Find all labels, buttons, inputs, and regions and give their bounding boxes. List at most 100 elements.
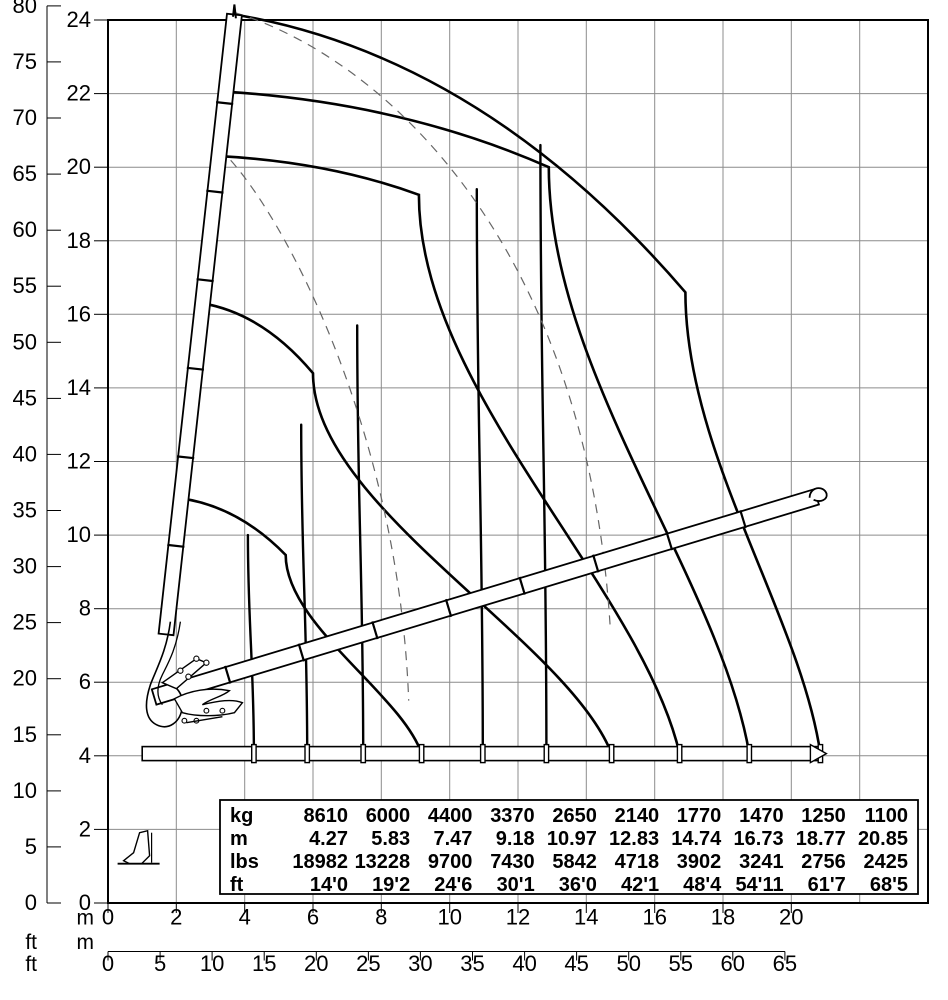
- svg-text:2140: 2140: [615, 805, 660, 827]
- svg-text:24: 24: [67, 7, 91, 32]
- svg-text:54'11: 54'11: [735, 874, 783, 896]
- svg-text:5842: 5842: [552, 851, 597, 873]
- svg-text:6: 6: [79, 669, 91, 694]
- svg-text:30'1: 30'1: [497, 874, 535, 896]
- svg-text:61'7: 61'7: [808, 874, 846, 896]
- svg-text:2425: 2425: [864, 851, 909, 873]
- svg-text:5: 5: [154, 951, 166, 976]
- svg-text:14'0: 14'0: [310, 874, 348, 896]
- svg-text:4.27: 4.27: [309, 828, 348, 850]
- svg-text:40: 40: [512, 951, 536, 976]
- svg-text:4: 4: [79, 743, 91, 768]
- svg-text:m: m: [230, 828, 248, 850]
- svg-text:20: 20: [779, 905, 803, 930]
- svg-text:12.83: 12.83: [609, 828, 659, 850]
- svg-text:1470: 1470: [739, 805, 784, 827]
- svg-text:15: 15: [252, 951, 276, 976]
- svg-text:2: 2: [170, 905, 182, 930]
- svg-text:20: 20: [67, 154, 91, 179]
- svg-text:50: 50: [616, 951, 640, 976]
- svg-text:3902: 3902: [677, 851, 722, 873]
- svg-text:10: 10: [200, 951, 224, 976]
- svg-text:5.83: 5.83: [371, 828, 410, 850]
- svg-text:1250: 1250: [801, 805, 846, 827]
- svg-text:6000: 6000: [366, 805, 411, 827]
- svg-text:4718: 4718: [615, 851, 660, 873]
- svg-text:7.47: 7.47: [433, 828, 472, 850]
- svg-text:16: 16: [642, 905, 666, 930]
- svg-text:7430: 7430: [490, 851, 535, 873]
- svg-text:3241: 3241: [739, 851, 784, 873]
- svg-text:ft: ft: [230, 874, 244, 896]
- svg-text:9700: 9700: [428, 851, 473, 873]
- svg-text:19'2: 19'2: [372, 874, 410, 896]
- svg-text:40: 40: [13, 441, 37, 466]
- svg-text:10: 10: [437, 905, 461, 930]
- svg-text:4400: 4400: [428, 805, 473, 827]
- svg-text:60: 60: [721, 951, 745, 976]
- svg-text:48'4: 48'4: [683, 874, 722, 896]
- svg-text:75: 75: [13, 49, 37, 74]
- svg-text:ft: ft: [25, 931, 37, 954]
- svg-text:45: 45: [564, 951, 588, 976]
- svg-text:42'1: 42'1: [621, 874, 659, 896]
- svg-text:80: 80: [13, 0, 37, 18]
- svg-text:18982: 18982: [292, 851, 348, 873]
- svg-text:kg: kg: [230, 805, 253, 827]
- svg-text:13228: 13228: [355, 851, 411, 873]
- svg-text:20: 20: [13, 666, 37, 691]
- svg-text:6: 6: [307, 905, 319, 930]
- svg-text:12: 12: [506, 905, 530, 930]
- svg-text:16.73: 16.73: [734, 828, 784, 850]
- svg-text:3370: 3370: [490, 805, 535, 827]
- svg-text:0: 0: [25, 890, 37, 915]
- svg-text:m: m: [77, 931, 95, 954]
- svg-text:8610: 8610: [304, 805, 349, 827]
- svg-text:18: 18: [67, 228, 91, 253]
- svg-text:lbs: lbs: [230, 851, 259, 873]
- svg-text:2: 2: [79, 816, 91, 841]
- svg-text:68'5: 68'5: [870, 874, 908, 896]
- svg-text:18.77: 18.77: [796, 828, 846, 850]
- svg-text:4: 4: [239, 905, 251, 930]
- svg-text:55: 55: [669, 951, 693, 976]
- svg-text:14.74: 14.74: [671, 828, 722, 850]
- svg-text:10.97: 10.97: [547, 828, 597, 850]
- svg-text:30: 30: [408, 951, 432, 976]
- svg-text:14: 14: [67, 375, 91, 400]
- svg-text:10: 10: [13, 778, 37, 803]
- svg-text:2756: 2756: [801, 851, 846, 873]
- svg-text:20: 20: [304, 951, 328, 976]
- svg-text:55: 55: [13, 273, 37, 298]
- svg-text:65: 65: [773, 951, 797, 976]
- svg-text:8: 8: [375, 905, 387, 930]
- svg-text:36'0: 36'0: [559, 874, 597, 896]
- svg-text:5: 5: [25, 834, 37, 859]
- svg-text:12: 12: [67, 449, 91, 474]
- svg-text:35: 35: [460, 951, 484, 976]
- svg-text:9.18: 9.18: [496, 828, 535, 850]
- svg-text:m: m: [77, 907, 95, 930]
- svg-text:15: 15: [13, 722, 37, 747]
- svg-text:50: 50: [13, 329, 37, 354]
- svg-text:20.85: 20.85: [858, 828, 908, 850]
- svg-text:0: 0: [102, 951, 114, 976]
- svg-text:10: 10: [67, 522, 91, 547]
- svg-text:60: 60: [13, 217, 37, 242]
- svg-text:70: 70: [13, 105, 37, 130]
- svg-text:35: 35: [13, 498, 37, 523]
- svg-text:1100: 1100: [865, 805, 908, 827]
- svg-text:25: 25: [356, 951, 380, 976]
- svg-text:18: 18: [711, 905, 735, 930]
- svg-text:65: 65: [13, 161, 37, 186]
- svg-text:ft: ft: [25, 953, 37, 976]
- svg-text:22: 22: [67, 81, 91, 106]
- svg-text:8: 8: [79, 596, 91, 621]
- svg-text:30: 30: [13, 554, 37, 579]
- svg-text:0: 0: [102, 905, 114, 930]
- svg-text:25: 25: [13, 610, 37, 635]
- svg-text:2650: 2650: [552, 805, 597, 827]
- svg-text:1770: 1770: [677, 805, 722, 827]
- svg-text:16: 16: [67, 301, 91, 326]
- svg-text:24'6: 24'6: [434, 874, 472, 896]
